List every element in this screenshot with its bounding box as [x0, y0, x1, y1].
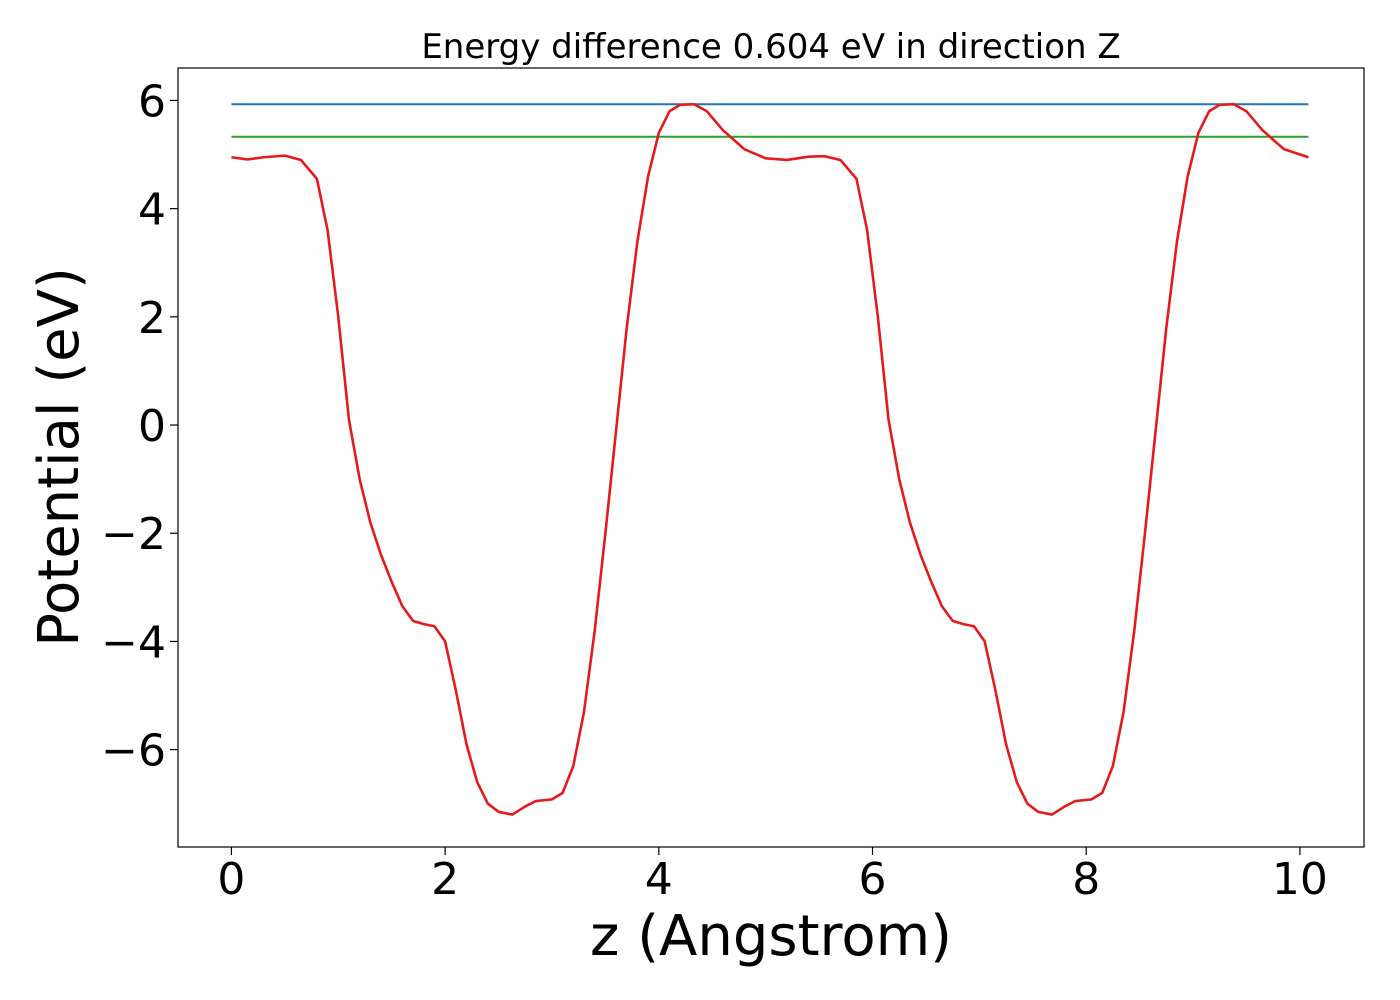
series-line-2: [231, 102, 1309, 816]
x-axis-label: z (Angstrom): [590, 904, 952, 969]
y-tick-label: 2: [138, 293, 166, 344]
plot-frame: [177, 67, 1365, 848]
x-tick-label: 10: [1272, 854, 1328, 905]
y-tick-label: −4: [101, 617, 166, 668]
y-tick-label: −6: [101, 726, 166, 777]
y-tick-label: 4: [138, 185, 166, 236]
chart-title: Energy difference 0.604 eV in direction …: [421, 27, 1120, 67]
x-tick-label: 6: [859, 854, 887, 905]
x-tick-label: 2: [431, 854, 459, 905]
plot-layer: [231, 102, 1309, 816]
x-tick-label: 4: [645, 854, 673, 905]
x-axis: 0 2 4 6 8 10: [217, 847, 1328, 905]
y-axis: −6 −4 −2 0 2 4 6: [101, 76, 178, 777]
y-tick-label: −2: [101, 509, 166, 560]
y-axis-label: Potential (eV): [27, 267, 92, 647]
x-tick-label: 8: [1072, 854, 1100, 905]
y-tick-label: 6: [138, 76, 166, 127]
y-tick-label: 0: [138, 401, 166, 452]
x-tick-label: 0: [217, 854, 245, 905]
